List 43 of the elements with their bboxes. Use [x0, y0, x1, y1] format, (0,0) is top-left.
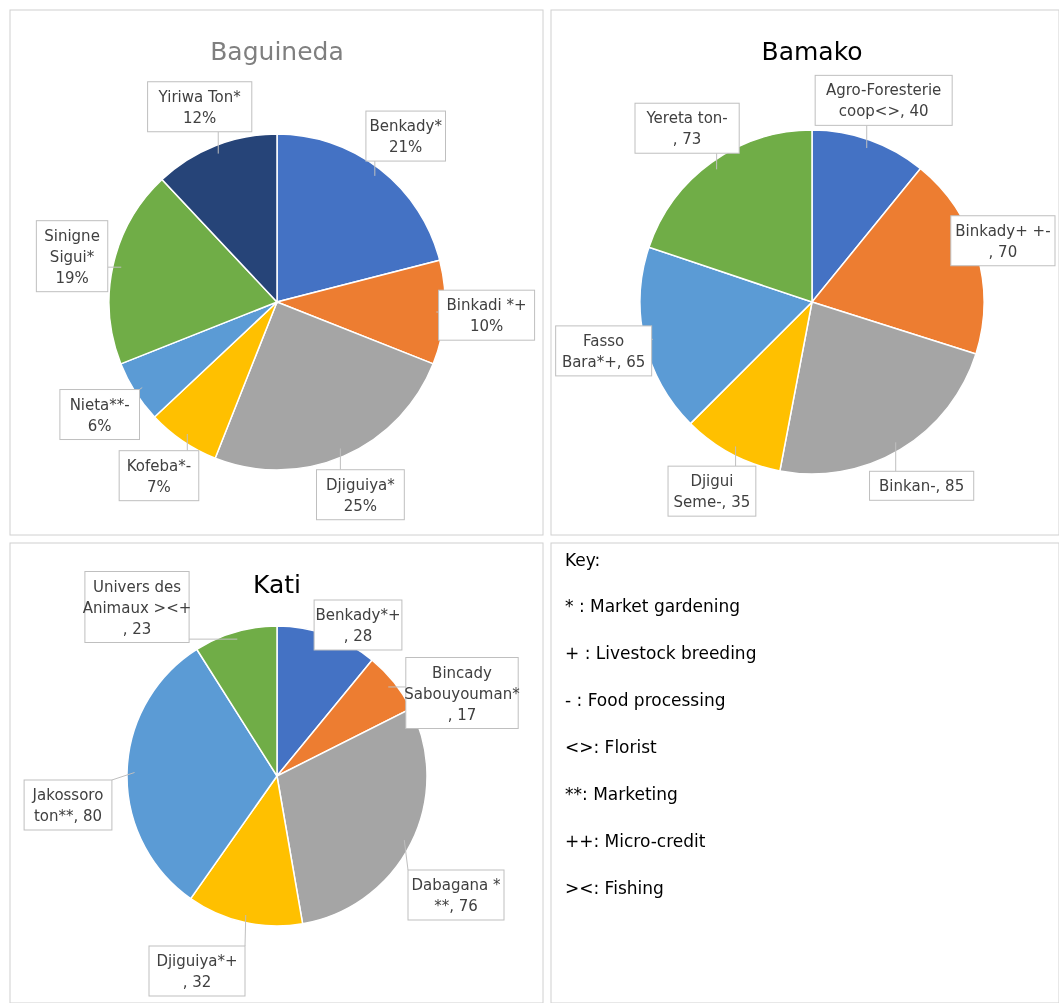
- slice-label: Djiguiya*: [326, 475, 396, 494]
- slice-label: Binkady+ +-: [955, 221, 1051, 240]
- slice-label: Jakossoro ton**, 80: [31, 786, 104, 825]
- data-label: , 73: [672, 130, 702, 149]
- data-label: 10%: [469, 317, 504, 336]
- data-label: , 17: [447, 705, 477, 724]
- slice-label: Kofeba*-: [126, 456, 192, 475]
- text: Key:: [565, 550, 601, 570]
- slice-label: Univers des Animaux ><+: [82, 577, 192, 617]
- data-label: , 28: [343, 627, 373, 645]
- text: * : Market gardening: [565, 596, 741, 616]
- chart-title: Bamako: [761, 37, 863, 66]
- text: ++: Micro-credit: [565, 831, 706, 851]
- slice-label: Djiguiya*+: [156, 952, 238, 970]
- text: **: Marketing: [565, 784, 678, 804]
- slice-label: Benkady*+: [315, 606, 401, 624]
- slice-label: Dabagana * **, 76: [411, 876, 502, 915]
- slice-label: Benkady*: [369, 117, 443, 136]
- text: ><: Fishing: [565, 878, 664, 898]
- slice-label: Sinigne Sigui*: [44, 226, 100, 266]
- chart-title: Baguineda: [210, 37, 344, 66]
- slice-label: Bincady Sabouyouman*: [404, 663, 521, 703]
- data-label: 7%: [147, 477, 171, 496]
- data-label: 12%: [183, 108, 217, 127]
- data-label: 25%: [343, 496, 378, 515]
- data-label: 6%: [87, 416, 112, 435]
- slice-label: Djigui Seme-, 35: [673, 472, 751, 512]
- chart-title: Kati: [252, 570, 302, 599]
- data-label: , 70: [988, 242, 1018, 261]
- text: <>: Florist: [565, 737, 658, 757]
- data-label: , 32: [182, 973, 212, 991]
- data-label: 19%: [55, 268, 89, 287]
- slice-label: Nieta**-: [69, 395, 130, 414]
- data-label: 21%: [389, 138, 423, 157]
- text: - : Food processing: [565, 690, 726, 710]
- data-label: , 23: [122, 619, 152, 638]
- slice-label: Binkadi *+: [446, 296, 527, 315]
- slice-label: Yereta ton-: [645, 109, 728, 128]
- slice-label: Binkan-, 85: [879, 477, 965, 496]
- text: + : Livestock breeding: [565, 643, 757, 663]
- slice-label: Agro-Foresterie coop<>, 40: [826, 81, 942, 121]
- slice-label: Yiriwa Ton*: [157, 87, 242, 106]
- slice-label: Fasso Bara*+, 65: [561, 331, 646, 371]
